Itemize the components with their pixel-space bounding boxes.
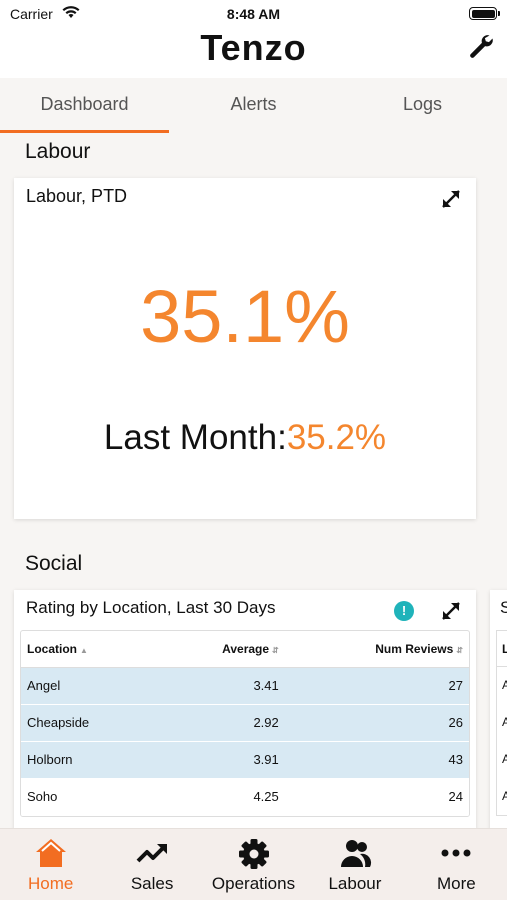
cell-average: 4.25 <box>157 778 285 816</box>
more-dots-icon <box>441 849 471 857</box>
status-bar: Carrier 8:48 AM <box>0 0 507 28</box>
next-card-peek[interactable]: S L A A A A <box>490 590 507 830</box>
bottom-nav: Home Sales Operations Labour <box>0 828 507 900</box>
last-month-label: Last Month: <box>103 418 287 457</box>
column-header-num-reviews[interactable]: Num Reviews ⇵ <box>284 631 469 668</box>
table-row[interactable]: Soho 4.25 24 <box>21 778 469 816</box>
nav-sales-label: Sales <box>130 874 174 893</box>
nav-labour[interactable]: Labour <box>304 829 405 900</box>
gear-icon <box>238 839 269 869</box>
labour-card-title: Labour, PTD <box>26 186 128 206</box>
tab-bar: Dashboard Alerts Logs <box>0 78 507 133</box>
info-icon[interactable]: ! <box>394 601 414 621</box>
labour-section-title: Labour <box>25 140 91 163</box>
peek-cell: A <box>502 715 507 729</box>
app-logo: Tenzo <box>200 27 307 68</box>
cell-average: 3.41 <box>157 667 285 705</box>
cell-reviews: 24 <box>284 778 469 816</box>
tab-logs[interactable]: Logs <box>402 94 443 114</box>
battery-icon <box>469 7 500 20</box>
nav-labour-label: Labour <box>328 874 382 893</box>
expand-icon[interactable] <box>438 186 464 212</box>
trend-up-icon <box>136 844 168 863</box>
peek-card-title: S <box>500 598 507 617</box>
tab-alerts[interactable]: Alerts <box>230 94 277 114</box>
rating-card: Rating by Location, Last 30 Days ! Locat… <box>14 590 476 830</box>
table-row[interactable]: Cheapside 2.92 26 <box>21 704 469 742</box>
social-section-title: Social <box>25 552 83 575</box>
peek-cell: A <box>502 789 507 803</box>
table-row[interactable]: Holborn 3.91 43 <box>21 741 469 779</box>
column-header-location[interactable]: Location ▲ <box>21 631 158 668</box>
sort-asc-icon: ▲ <box>80 645 88 655</box>
peek-cell: A <box>502 752 507 766</box>
expand-icon[interactable] <box>438 598 464 624</box>
peek-table: L A A A A <box>496 630 507 816</box>
wifi-icon <box>62 6 80 18</box>
labour-card: Labour, PTD 35.1% Last Month:35.2% <box>14 178 476 519</box>
rating-table: Location ▲ Average ⇵ Num Reviews ⇵ Angel 3.… <box>20 630 470 817</box>
clock: 8:48 AM <box>226 6 281 22</box>
peek-cell: A <box>502 678 507 692</box>
column-header-average[interactable]: Average ⇵ <box>157 631 285 668</box>
nav-home-label: Home <box>28 874 74 893</box>
tab-dashboard[interactable]: Dashboard <box>0 78 169 133</box>
cell-location: Angel <box>21 667 158 705</box>
nav-operations[interactable]: Operations <box>203 829 304 900</box>
cell-location: Cheapside <box>21 704 158 742</box>
cell-average: 2.92 <box>157 704 285 742</box>
app-header: Tenzo <box>0 28 507 78</box>
cell-reviews: 26 <box>284 704 469 742</box>
carrier-label: Carrier <box>10 6 53 22</box>
cell-location: Holborn <box>21 741 158 779</box>
sort-icon: ⇵ <box>272 645 279 655</box>
last-month-row: Last Month:35.2% <box>14 418 476 458</box>
last-month-value: 35.2% <box>286 418 387 457</box>
rating-card-title: Rating by Location, Last 30 Days <box>26 598 276 617</box>
table-row[interactable]: Angel 3.41 27 <box>21 667 469 705</box>
labour-ptd-value: 35.1% <box>140 275 350 358</box>
nav-more-label: More <box>436 874 476 893</box>
nav-operations-label: Operations <box>211 874 296 893</box>
cell-reviews: 27 <box>284 667 469 705</box>
wrench-icon[interactable] <box>467 32 495 60</box>
peek-header: L <box>497 631 507 667</box>
nav-more[interactable]: More <box>406 829 507 900</box>
cell-location: Soho <box>21 778 158 816</box>
cell-reviews: 43 <box>284 741 469 779</box>
sort-icon: ⇵ <box>456 645 463 655</box>
nav-home[interactable]: Home <box>0 829 101 900</box>
people-icon <box>340 840 371 867</box>
nav-sales[interactable]: Sales <box>101 829 202 900</box>
home-icon <box>35 839 66 867</box>
cell-average: 3.91 <box>157 741 285 779</box>
